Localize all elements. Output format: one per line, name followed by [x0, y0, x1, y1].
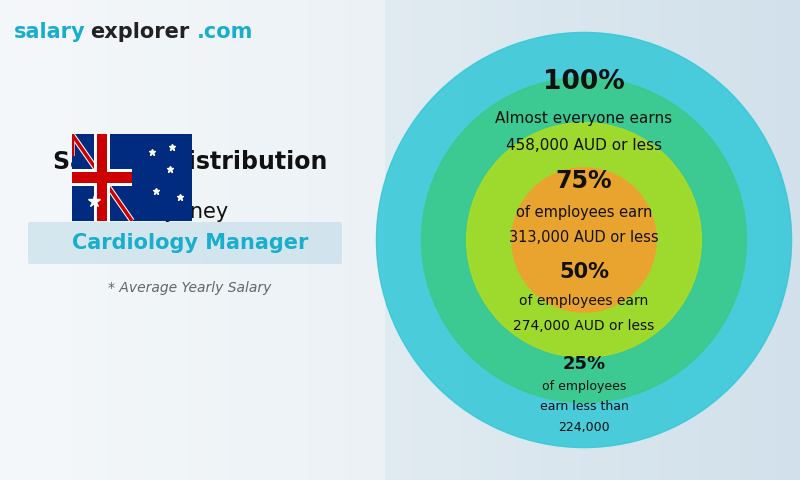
- Text: 75%: 75%: [556, 169, 612, 193]
- Text: .com: .com: [197, 22, 254, 42]
- Text: Cardiology Manager: Cardiology Manager: [72, 233, 308, 253]
- Circle shape: [377, 33, 791, 447]
- Text: 274,000 AUD or less: 274,000 AUD or less: [514, 319, 654, 333]
- Text: earn less than: earn less than: [539, 400, 629, 413]
- Text: Almost everyone earns: Almost everyone earns: [495, 111, 673, 126]
- Circle shape: [512, 168, 656, 312]
- Text: 50%: 50%: [559, 262, 609, 282]
- Text: 100%: 100%: [543, 69, 625, 95]
- Text: 25%: 25%: [562, 355, 606, 373]
- Text: Sydney: Sydney: [151, 202, 229, 222]
- Text: of employees earn: of employees earn: [519, 294, 649, 308]
- Text: of employees earn: of employees earn: [516, 205, 652, 220]
- Bar: [97, 134, 107, 221]
- Text: 224,000: 224,000: [558, 421, 610, 434]
- Circle shape: [466, 123, 702, 357]
- Text: of employees: of employees: [542, 380, 626, 393]
- Circle shape: [422, 78, 746, 402]
- Text: 458,000 AUD or less: 458,000 AUD or less: [506, 138, 662, 153]
- Bar: [72, 169, 132, 186]
- Text: salary: salary: [14, 22, 86, 42]
- FancyBboxPatch shape: [0, 0, 385, 480]
- Text: explorer: explorer: [90, 22, 190, 42]
- Text: * Average Yearly Salary: * Average Yearly Salary: [108, 281, 272, 295]
- Bar: [94, 134, 110, 221]
- Text: Salaries Distribution: Salaries Distribution: [53, 150, 327, 174]
- Text: 313,000 AUD or less: 313,000 AUD or less: [509, 230, 659, 245]
- Bar: [72, 172, 132, 183]
- FancyBboxPatch shape: [28, 222, 342, 264]
